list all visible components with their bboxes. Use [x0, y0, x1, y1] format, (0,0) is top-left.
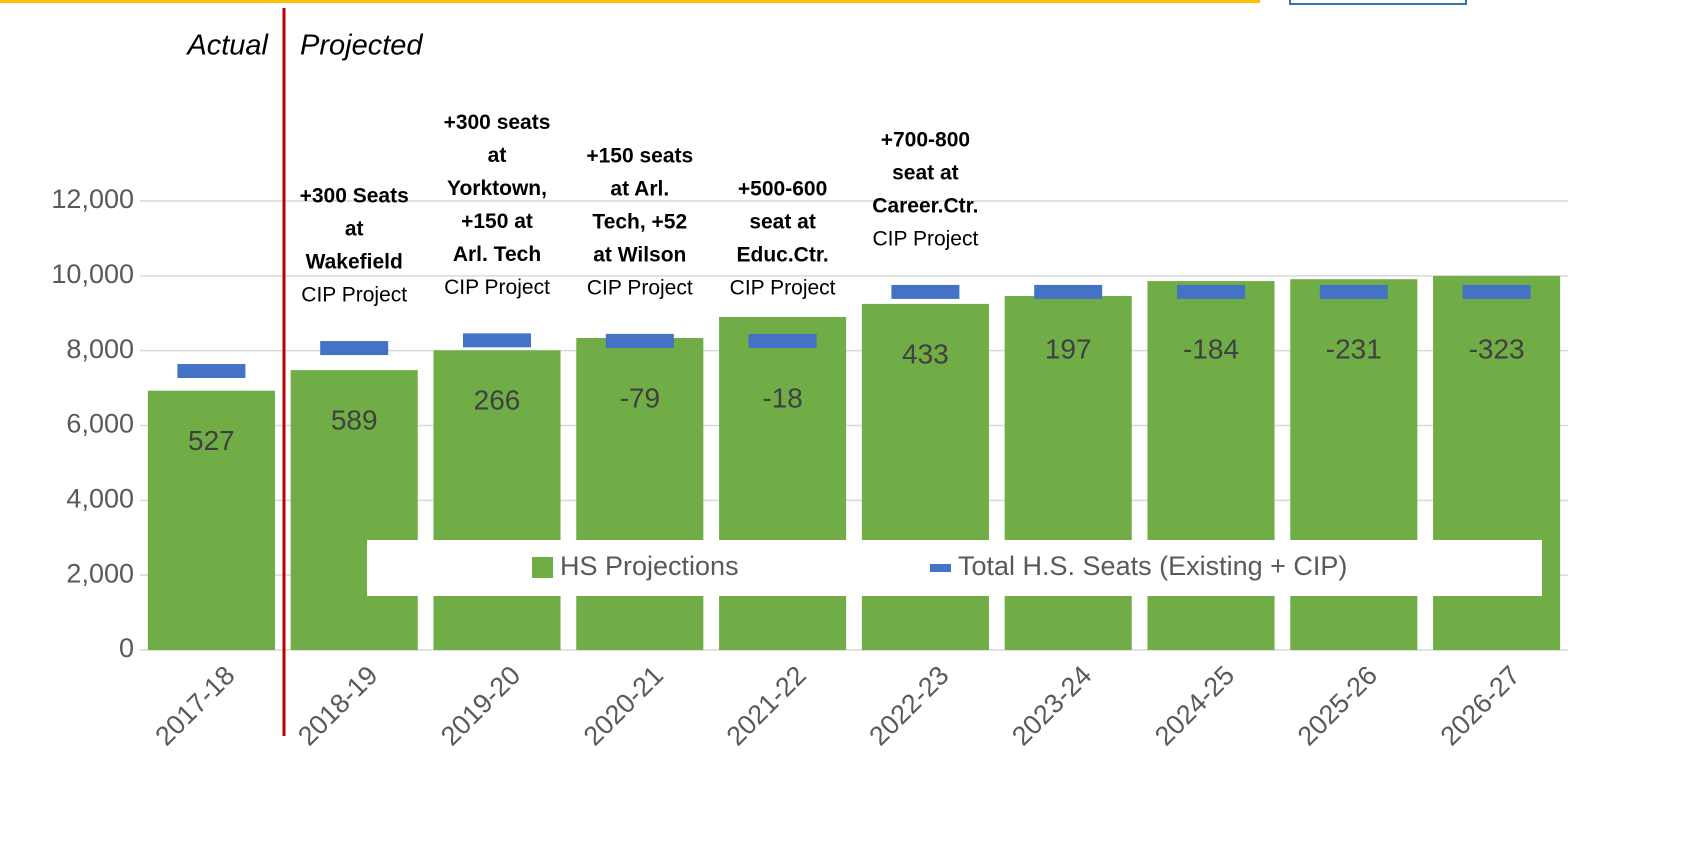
data-label: 266 — [474, 385, 521, 416]
data-label: -18 — [762, 382, 802, 413]
legend-swatch — [532, 557, 553, 578]
bar — [290, 370, 418, 650]
data-label: 589 — [331, 405, 378, 436]
annotation-note: CIP Project — [444, 276, 550, 299]
annotation-line: +500-600 — [738, 177, 827, 200]
bar — [433, 350, 561, 650]
annotation-line: seat at — [749, 210, 816, 233]
x-tick-label: 2018-19 — [292, 660, 383, 751]
y-tick-label: 6,000 — [66, 409, 134, 439]
x-tick-label: 2023-24 — [1006, 660, 1097, 751]
annotation-line: seat at — [892, 161, 959, 184]
seat-marker — [177, 363, 246, 378]
y-tick-label: 8,000 — [66, 334, 134, 364]
annotation-note: CIP Project — [872, 227, 978, 250]
data-label: 433 — [902, 338, 949, 369]
annotation-line: at — [488, 144, 507, 167]
annotation-line: at Arl. — [610, 177, 669, 200]
seat-marker — [1177, 284, 1245, 299]
seat-marker — [1319, 284, 1388, 299]
bar — [576, 337, 704, 650]
corner-box — [1289, 0, 1467, 5]
actual-label: Actual — [185, 30, 269, 62]
seat-marker — [748, 333, 817, 348]
x-tick-label: 2021-22 — [721, 660, 812, 751]
projected-label: Projected — [300, 30, 423, 62]
top-rule — [0, 0, 1260, 3]
legend-box — [367, 540, 1542, 596]
data-label: 197 — [1045, 333, 1092, 364]
annotation-line: +700-800 — [881, 128, 970, 151]
annotation-line: at Wilson — [593, 243, 686, 266]
legend-swatch — [930, 564, 951, 572]
annotation-line: +150 seats — [586, 144, 693, 167]
annotation-line: +300 Seats — [300, 185, 409, 208]
annotation-line: Career.Ctr. — [872, 194, 978, 217]
annotation-line: +300 seats — [444, 111, 551, 134]
y-tick-label: 12,000 — [51, 184, 134, 214]
data-label: 527 — [188, 425, 235, 456]
x-tick-label: 2019-20 — [435, 660, 526, 751]
seat-marker — [320, 341, 389, 356]
legend-label: Total H.S. Seats (Existing + CIP) — [958, 551, 1347, 581]
x-tick-label: 2022-23 — [863, 660, 954, 751]
y-tick-label: 0 — [119, 633, 134, 663]
legend-label: HS Projections — [560, 551, 739, 581]
bar — [719, 316, 847, 650]
annotation-line: Educ.Ctr. — [737, 243, 829, 266]
annotation-note: CIP Project — [301, 284, 407, 307]
data-label: -323 — [1469, 333, 1525, 364]
annotation-line: Tech, +52 — [592, 210, 687, 233]
x-tick-label: 2017-18 — [149, 660, 240, 751]
data-label: -184 — [1183, 333, 1239, 364]
x-tick-label: 2020-21 — [578, 660, 669, 751]
y-tick-label: 10,000 — [51, 259, 134, 289]
annotation-note: CIP Project — [730, 276, 836, 299]
seat-marker — [891, 284, 960, 299]
y-tick-label: 2,000 — [66, 558, 134, 588]
annotation-line: Arl. Tech — [453, 243, 541, 266]
x-tick-label: 2025-26 — [1292, 660, 1383, 751]
x-tick-label: 2024-25 — [1149, 660, 1240, 751]
bar — [147, 390, 275, 650]
data-label: -79 — [620, 382, 660, 413]
seat-marker — [605, 333, 674, 348]
annotation-line: Wakefield — [306, 251, 403, 274]
seat-marker — [1034, 284, 1103, 299]
annotation-note: CIP Project — [587, 276, 693, 299]
x-tick-label: 2026-27 — [1435, 660, 1526, 751]
y-tick-label: 4,000 — [66, 483, 134, 513]
annotation-line: at — [345, 218, 364, 241]
annotation-line: Yorktown, — [447, 177, 547, 200]
annotation-line: +150 at — [461, 210, 533, 233]
seat-marker — [1462, 284, 1531, 299]
data-label: -231 — [1326, 333, 1382, 364]
seat-marker — [463, 333, 531, 348]
